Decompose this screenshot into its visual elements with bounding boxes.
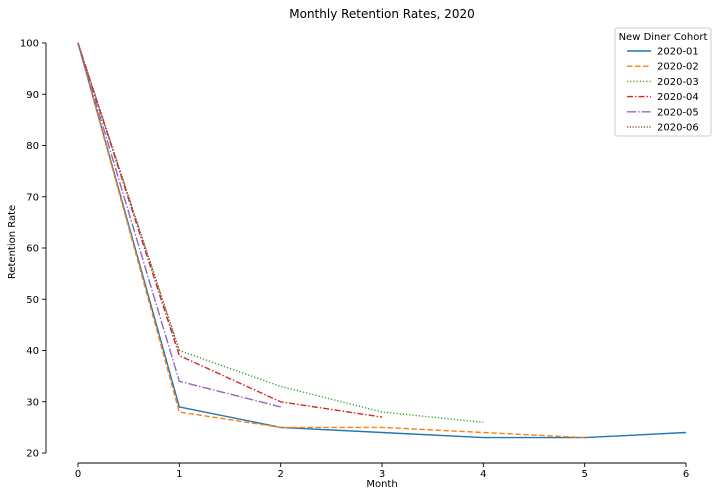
- legend-label-2020-01: 2020-01: [657, 47, 699, 58]
- legend-box: [614, 27, 712, 137]
- legend-label-2020-05: 2020-05: [657, 107, 699, 118]
- axes: 20 30 40 50 60 70 80 90 100 0 1 2 3 4 5 6: [20, 39, 689, 481]
- series-line-2020-01: [77, 42, 687, 439]
- legend-items: 2020-01 2020-02 2020-03 2020-04 2020-05 2020-…: [627, 47, 699, 134]
- x-tick-label: 3: [379, 469, 385, 480]
- y-tick-label: 90: [26, 90, 39, 101]
- legend-label-2020-02: 2020-02: [657, 62, 699, 73]
- y-tick-label: 20: [26, 449, 39, 460]
- legend: New Diner Cohort 2020-012020-022020-0320…: [614, 27, 712, 137]
- series-line-2020-02: [77, 42, 585, 439]
- series-line-2020-05: [77, 42, 281, 408]
- y-tick-label: 60: [26, 244, 39, 255]
- x-tick-label: 4: [480, 469, 486, 480]
- legend-label-2020-04: 2020-04: [657, 92, 699, 103]
- series-layer: [77, 42, 687, 439]
- legend-label-2020-03: 2020-03: [657, 77, 699, 88]
- x-tick-label: 6: [683, 469, 689, 480]
- x-tick-label: 1: [176, 469, 182, 480]
- y-axis-label: Retention Rate: [7, 205, 18, 279]
- legend-title: New Diner Cohort: [619, 32, 708, 43]
- y-tick-label: 80: [26, 141, 39, 152]
- chart-title: Monthly Retention Rates, 2020: [289, 7, 474, 21]
- x-tick-label: 0: [75, 469, 81, 480]
- series-line-2020-06: [77, 42, 180, 351]
- y-tick-label: 70: [26, 192, 39, 203]
- y-tick-label: 30: [26, 397, 39, 408]
- series-line-2020-04: [77, 42, 383, 418]
- y-tick-label: 40: [26, 346, 39, 357]
- series-line-2020-03: [77, 42, 484, 423]
- x-tick-label: 2: [277, 469, 283, 480]
- y-tick-label: 50: [26, 295, 39, 306]
- x-axis-label: Month: [366, 479, 397, 490]
- legend-label-2020-06: 2020-06: [657, 123, 699, 134]
- y-tick-label: 100: [20, 39, 39, 50]
- x-tick-label: 5: [581, 469, 587, 480]
